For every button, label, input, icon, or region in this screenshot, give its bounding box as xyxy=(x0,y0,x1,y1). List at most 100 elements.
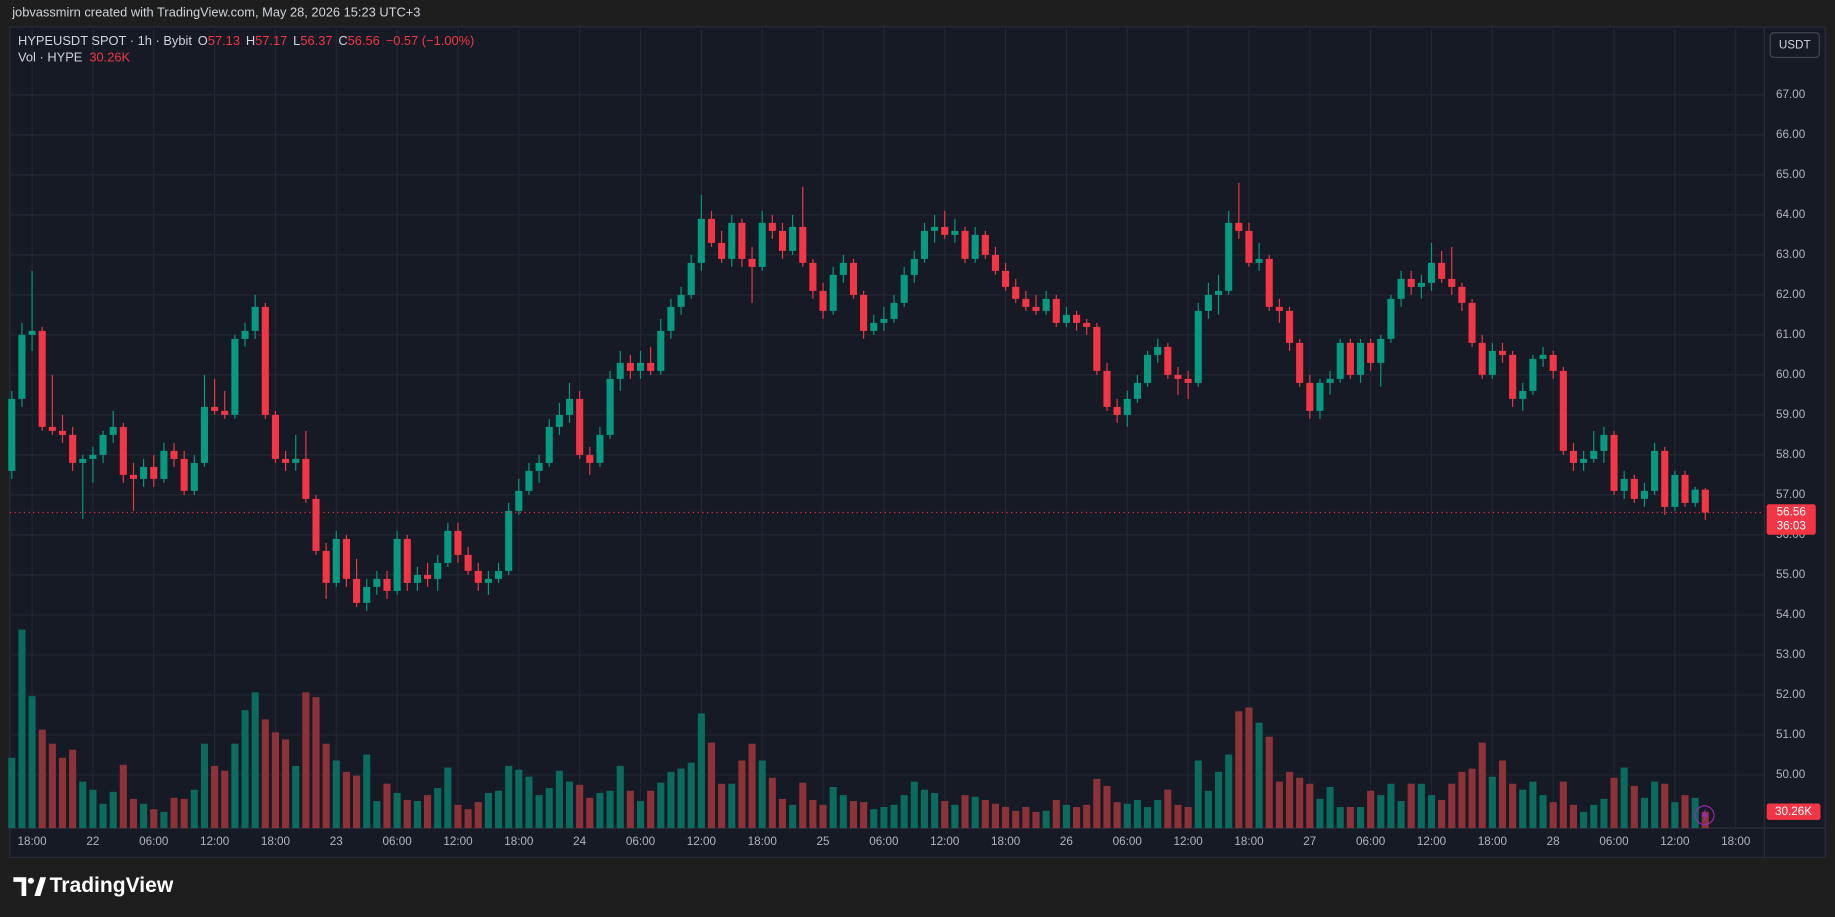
ohlc-value: 57.17 xyxy=(255,33,287,48)
volume-bar xyxy=(1509,783,1517,829)
y-tick-label: 52.00 xyxy=(1776,688,1806,701)
candle-body xyxy=(89,454,97,459)
volume-bar xyxy=(1539,795,1547,829)
volume-bar xyxy=(1417,783,1425,829)
volume-legend-line: Vol · HYPE 30.26K xyxy=(18,50,131,65)
volume-bar xyxy=(768,777,776,829)
x-tick-label: 06:00 xyxy=(1599,835,1629,848)
candle-body xyxy=(1478,342,1486,375)
volume-bar xyxy=(1529,781,1537,829)
candle-body xyxy=(961,230,969,259)
volume-bar xyxy=(1600,798,1608,829)
candle-body xyxy=(312,498,320,551)
candle-body xyxy=(768,222,776,231)
volume-bar xyxy=(221,770,229,829)
candle-body xyxy=(1083,322,1091,327)
candle-body xyxy=(484,578,492,583)
currency-button[interactable] xyxy=(1769,32,1820,58)
volume-bar xyxy=(515,769,523,829)
candle-body xyxy=(1377,338,1385,363)
candle-body xyxy=(1438,262,1446,279)
volume-bar xyxy=(941,801,949,829)
candle-body xyxy=(596,434,604,463)
candle-body xyxy=(789,226,797,251)
volume-bars xyxy=(8,629,1709,829)
volume-bar xyxy=(971,796,979,829)
candle-body xyxy=(140,466,148,479)
candle-body xyxy=(505,510,513,571)
volume-bar xyxy=(444,767,452,829)
volume-bar xyxy=(1265,736,1273,829)
volume-bar xyxy=(1610,777,1618,829)
x-tick-label: 12:00 xyxy=(200,835,230,848)
candle-body xyxy=(1549,354,1557,371)
candle-body xyxy=(393,538,401,591)
candle-body xyxy=(951,230,959,235)
candle-body xyxy=(424,574,432,579)
lightning-glyph xyxy=(1701,808,1709,823)
candle-body xyxy=(910,258,918,275)
x-tick-label: 18:00 xyxy=(991,835,1021,848)
x-tick-label: 12:00 xyxy=(1660,835,1690,848)
volume-bar xyxy=(8,757,16,829)
volume-bar xyxy=(129,798,138,829)
candle-body xyxy=(69,434,77,463)
candle-body xyxy=(809,262,817,291)
volume-bar xyxy=(1296,777,1304,829)
candle-body xyxy=(1204,294,1212,311)
volume-bar xyxy=(1519,789,1527,829)
candle-body xyxy=(200,406,209,463)
x-tick-label: 06:00 xyxy=(139,835,169,848)
volume-bar xyxy=(1154,799,1162,829)
x-tick-label: 28 xyxy=(1547,835,1560,848)
volume-bar xyxy=(819,804,827,829)
candle-body xyxy=(667,306,675,331)
candle-body xyxy=(1468,302,1476,343)
x-tick-label: 23 xyxy=(330,835,343,848)
volume-bar xyxy=(697,713,705,829)
candle-body xyxy=(1346,342,1354,375)
y-tick-label: 63.00 xyxy=(1776,248,1806,261)
candle-body xyxy=(444,530,452,563)
volume-bar xyxy=(1103,785,1111,829)
candle-body xyxy=(1448,278,1456,287)
volume-bar xyxy=(758,760,766,829)
lightning-icon[interactable] xyxy=(1694,805,1715,826)
volume-bar xyxy=(707,742,716,829)
volume-bar xyxy=(1235,711,1243,829)
candle-body xyxy=(758,222,766,267)
last-price-label: 56.56 xyxy=(1777,506,1806,519)
volume-bar xyxy=(535,795,543,829)
x-tick-label: 22 xyxy=(86,835,99,848)
volume-bar xyxy=(292,765,300,829)
candle-body xyxy=(515,490,523,511)
candle-body xyxy=(403,538,411,583)
candle-body xyxy=(383,578,391,591)
volume-bar xyxy=(728,783,736,829)
volume-bar xyxy=(38,729,46,829)
volume-bar xyxy=(150,809,158,829)
volume-bar xyxy=(494,790,503,829)
y-tick-label: 64.00 xyxy=(1776,208,1806,221)
volume-bar xyxy=(1701,811,1709,829)
candle-body xyxy=(1488,350,1496,375)
candle-body xyxy=(18,334,26,399)
volume-bar xyxy=(1448,783,1456,829)
ohlc-letter: L xyxy=(293,33,300,48)
candle-body xyxy=(748,258,756,267)
volume-bar xyxy=(211,765,219,829)
y-tick-label: 62.00 xyxy=(1776,288,1806,301)
volume-bar xyxy=(616,765,624,829)
currency-label[interactable]: USDT xyxy=(1779,39,1811,52)
volume-bar xyxy=(1316,798,1324,829)
axes: 50.0051.0052.0053.0054.0055.0056.0057.00… xyxy=(9,88,1821,848)
candle-body xyxy=(636,362,645,371)
x-tick-label: 06:00 xyxy=(383,835,413,848)
volume-bar xyxy=(1407,783,1415,829)
volume-bar xyxy=(1032,811,1040,829)
volume-bar xyxy=(180,798,188,829)
candle-body xyxy=(728,222,736,259)
volume-bar xyxy=(1620,767,1628,829)
candle-body xyxy=(282,458,290,463)
candle-body xyxy=(1519,390,1527,399)
